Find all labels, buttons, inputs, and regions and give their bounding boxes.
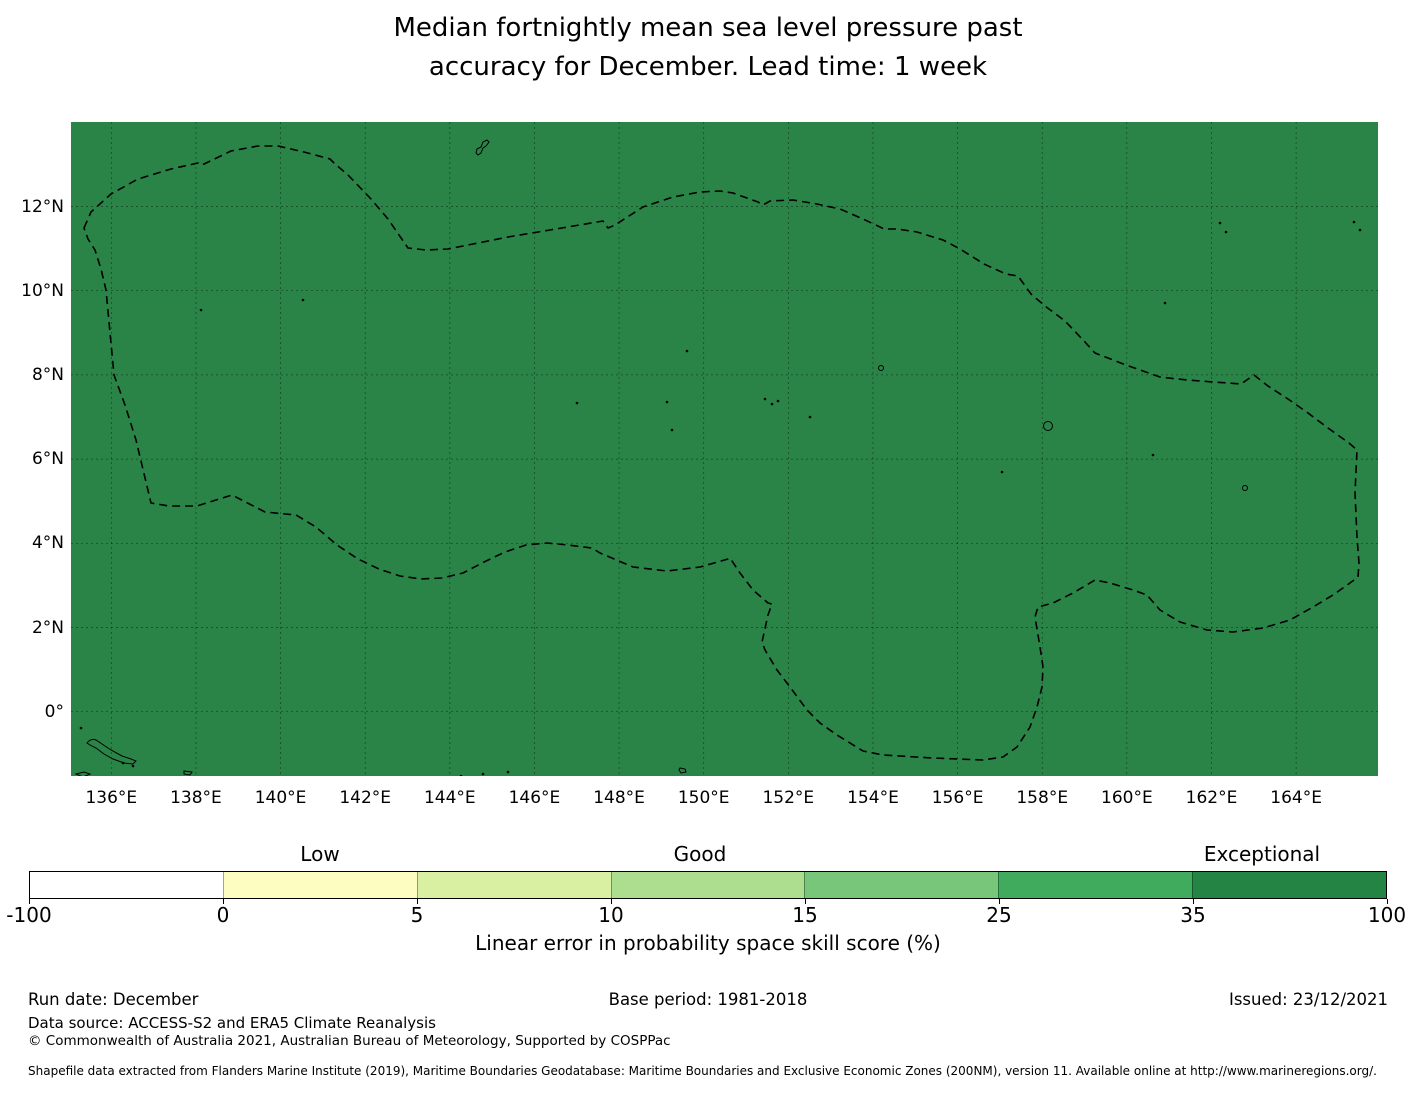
lon-tick-label: 160°E [1101, 788, 1153, 808]
islet-dot [808, 415, 812, 419]
islet-dot [1151, 453, 1155, 457]
lat-tick-label: 6°N [31, 449, 64, 470]
colorbar-tick-label: -100 [6, 903, 52, 927]
lon-tick-label: 140°E [254, 788, 307, 808]
islet-dot [575, 401, 579, 405]
islet-dot [1224, 230, 1228, 234]
colorbar-tickmark [417, 899, 418, 904]
lat-tick-label: 8°N [31, 364, 64, 385]
islet-dot [1358, 228, 1362, 232]
colorbar-tickmark [223, 899, 224, 904]
island-dots [79, 220, 1362, 776]
lon-tick-label: 144°E [423, 788, 476, 808]
islet-dot [670, 428, 674, 432]
colorbar-tick-label: 0 [216, 903, 230, 927]
island-group-bottom-left [86, 738, 137, 765]
lon-tick-label: 158°E [1016, 788, 1069, 808]
atoll-ring-2 [1043, 421, 1053, 431]
lon-tick-label: 138°E [170, 788, 222, 808]
island-outlines [74, 139, 1248, 776]
islet-dot [459, 774, 463, 776]
colorbar-tick-label: 5 [410, 903, 424, 927]
lon-tick-label: 156°E [931, 788, 984, 808]
islet-dot [770, 402, 774, 406]
islet-dot [1218, 221, 1222, 225]
colorbar-tickmark [999, 899, 1000, 904]
colorbar-tick-label: 10 [598, 903, 624, 927]
islet-dot [1163, 301, 1167, 305]
colorbar-segment [1192, 872, 1387, 898]
colorbar-tickmark [1387, 899, 1388, 904]
lat-tick-label: 10°N [21, 280, 64, 301]
island-bottom-edge-2 [183, 770, 193, 776]
lon-tick-label: 146°E [508, 788, 561, 808]
islet-dot [481, 772, 485, 776]
islet-dot [685, 349, 689, 353]
colorbar-tick-label: 15 [792, 903, 818, 927]
lat-tick-label: 4°N [31, 533, 64, 554]
colorbar-tickmark [611, 899, 612, 904]
lat-tick-label: 12°N [21, 196, 64, 217]
lon-tick-label: 148°E [593, 788, 645, 808]
issued-date-text: Issued: 23/12/2021 [1228, 990, 1388, 1009]
base-period-text: Base period: 1981-2018 [608, 990, 808, 1009]
islet-dot [199, 308, 203, 312]
title-line-2: accuracy for December. Lead time: 1 week [428, 52, 988, 82]
atoll-ring-3 [1242, 485, 1248, 491]
colorbar-tick-label: 35 [1180, 903, 1206, 927]
map-ocean-fill [71, 122, 1378, 776]
islet-dot [131, 764, 135, 768]
islet-dot [79, 726, 83, 730]
guam-island [475, 139, 490, 156]
lon-tick-label: 164°E [1270, 788, 1322, 808]
run-date-text: Run date: December [28, 990, 199, 1009]
colorbar-tickmark [29, 899, 30, 904]
map-canvas [71, 122, 1378, 776]
title-line-1: Median fortnightly mean sea level pressu… [393, 13, 1023, 43]
islet-dot [776, 399, 780, 403]
eez-boundary-path [83, 145, 1360, 761]
page-title: Median fortnightly mean sea level pressu… [0, 9, 1416, 87]
colorbar-segment [416, 872, 611, 898]
colorbar-segment [998, 872, 1193, 898]
colorbar-category-label: Exceptional [1203, 842, 1321, 866]
lat-tick-label: 0° [44, 701, 64, 722]
lon-tick-label: 162°E [1185, 788, 1238, 808]
colorbar-segment [30, 872, 223, 898]
colorbar-tick-label: 100 [1367, 903, 1407, 927]
island-small-bottom [678, 767, 687, 774]
lon-tick-label: 150°E [677, 788, 730, 808]
colorbar-category-label: Good [673, 842, 727, 866]
colorbar-segment [222, 872, 417, 898]
copyright-text: © Commonwealth of Australia 2021, Austra… [28, 1033, 671, 1049]
colorbar-segment [610, 872, 805, 898]
atoll-ring-1 [878, 365, 884, 371]
data-source-text: Data source: ACCESS-S2 and ERA5 Climate … [28, 1014, 436, 1032]
island-bottom-edge-1 [74, 771, 92, 776]
map-area [71, 122, 1378, 776]
islet-dot [763, 397, 767, 401]
colorbar-tickmark [805, 899, 806, 904]
islet-dot [1352, 220, 1356, 224]
lon-tick-label: 142°E [339, 788, 392, 808]
islet-dot [121, 761, 125, 765]
islet-dot [665, 400, 669, 404]
lon-tick-label: 136°E [85, 788, 138, 808]
shapefile-attribution-text: Shapefile data extracted from Flanders M… [28, 1064, 1377, 1078]
colorbar [29, 871, 1387, 899]
graticule-gridlines [71, 122, 1378, 776]
islet-dot [1000, 470, 1004, 474]
islet-dot [301, 298, 305, 302]
colorbar-segment [804, 872, 999, 898]
lon-tick-label: 154°E [847, 788, 899, 808]
colorbar-tickmark [1193, 899, 1194, 904]
lon-tick-label: 152°E [762, 788, 815, 808]
colorbar-category-label: Low [300, 842, 340, 866]
lat-tick-label: 2°N [31, 617, 64, 638]
colorbar-tick-label: 25 [986, 903, 1012, 927]
islet-dot [506, 770, 510, 774]
colorbar-axis-label: Linear error in probability space skill … [475, 931, 941, 955]
